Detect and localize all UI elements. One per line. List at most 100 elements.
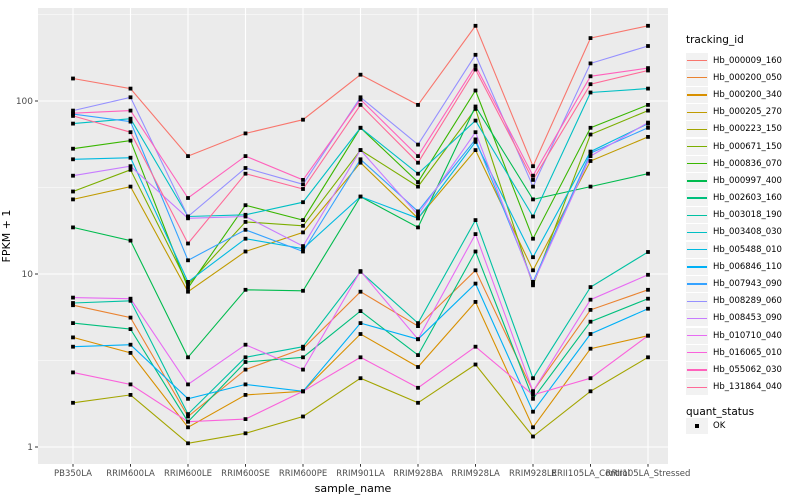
data-point-marker xyxy=(186,154,190,158)
data-point-marker xyxy=(416,184,420,189)
data-point-marker xyxy=(588,90,593,95)
legend-entry-Hb_016065_010: Hb_016065_010 xyxy=(686,344,800,361)
legend-entry-Hb_000009_160: Hb_000009_160 xyxy=(686,52,800,69)
x-tick-label: RRIM600SE xyxy=(221,469,270,479)
data-point-marker xyxy=(243,227,248,232)
legend-key-box xyxy=(686,276,708,293)
data-point-marker xyxy=(186,425,190,430)
legend-key-box xyxy=(686,418,708,435)
legend-entry-Hb_003408_030: Hb_003408_030 xyxy=(686,224,800,241)
data-point-marker xyxy=(358,97,363,102)
data-point-marker xyxy=(71,344,75,349)
data-point-marker xyxy=(301,346,305,351)
data-point-marker xyxy=(301,182,305,187)
legend-entry-label: Hb_131864_040 xyxy=(713,382,782,393)
data-point-marker xyxy=(646,108,650,113)
data-point-marker xyxy=(531,164,535,169)
legend-entry-label: Hb_000671_150 xyxy=(713,141,782,152)
data-point-marker xyxy=(473,362,478,367)
data-point-marker xyxy=(71,189,75,194)
legend-key-line-icon xyxy=(687,77,707,79)
y-tick-label: 1 xyxy=(27,443,33,453)
data-point-marker xyxy=(473,107,478,111)
data-point-marker xyxy=(531,236,535,241)
data-point-marker xyxy=(186,419,190,424)
data-point-marker xyxy=(588,389,593,394)
data-point-marker xyxy=(416,171,420,176)
data-point-marker xyxy=(243,214,248,219)
data-point-marker xyxy=(358,72,363,77)
data-point-marker xyxy=(358,157,363,162)
data-point-marker xyxy=(531,184,535,189)
data-point-marker xyxy=(531,173,535,178)
data-point-marker xyxy=(588,74,593,79)
data-point-marker xyxy=(531,178,535,182)
y-axis-title: FPKM + 1 xyxy=(0,209,13,263)
data-point-marker xyxy=(186,286,190,290)
legend-key-box xyxy=(686,258,708,275)
x-tick-label: RRIM600LA xyxy=(106,469,155,479)
data-point-marker xyxy=(71,121,75,126)
data-point-marker xyxy=(71,370,75,375)
legend-key-box xyxy=(686,52,708,69)
data-point-marker xyxy=(416,337,420,342)
data-point-marker xyxy=(243,166,248,170)
data-point-marker xyxy=(186,414,190,419)
data-point-marker xyxy=(358,103,363,107)
data-point-marker xyxy=(186,216,190,221)
data-point-marker xyxy=(243,203,248,208)
legend-title-tracking-id: tracking_id xyxy=(686,34,744,46)
legend-key-box xyxy=(686,190,708,207)
data-point-marker xyxy=(128,184,133,189)
data-point-marker xyxy=(243,154,248,158)
data-point-marker xyxy=(646,120,650,125)
legend-entry-Hb_005488_010: Hb_005488_010 xyxy=(686,241,800,258)
data-point-marker xyxy=(358,125,363,130)
legend-key-box xyxy=(686,293,708,310)
data-point-marker xyxy=(71,173,75,178)
data-point-marker xyxy=(243,417,248,421)
data-point-marker xyxy=(646,355,650,360)
legend-entry-label: Hb_007943_090 xyxy=(713,279,782,290)
legend-entry-Hb_000205_270: Hb_000205_270 xyxy=(686,104,800,121)
data-point-marker xyxy=(301,288,305,293)
legend-entry-Hb_007943_090: Hb_007943_090 xyxy=(686,275,800,293)
data-point-marker xyxy=(71,197,75,202)
data-point-marker xyxy=(588,346,593,351)
legend-entry-label: Hb_003018_190 xyxy=(713,210,782,221)
legend-entry-Hb_000997_400: Hb_000997_400 xyxy=(686,172,800,189)
legend-entry-label: Hb_000205_270 xyxy=(713,107,782,118)
data-point-marker xyxy=(588,159,593,163)
data-point-marker xyxy=(473,67,478,72)
data-point-marker xyxy=(301,223,305,228)
data-point-marker xyxy=(358,321,363,325)
data-point-marker xyxy=(71,114,75,118)
data-point-marker xyxy=(128,315,133,320)
data-point-marker xyxy=(646,103,650,107)
data-point-marker xyxy=(646,272,650,277)
data-point-marker xyxy=(646,171,650,176)
data-point-marker xyxy=(358,355,363,360)
data-point-marker xyxy=(358,376,363,381)
data-point-marker xyxy=(301,244,305,248)
data-point-marker xyxy=(531,255,535,260)
legend-key-box xyxy=(686,344,708,361)
data-point-marker xyxy=(588,332,593,336)
data-point-marker xyxy=(416,400,420,405)
data-point-marker xyxy=(646,44,650,48)
data-point-marker xyxy=(531,425,535,430)
data-point-marker xyxy=(71,335,75,340)
data-point-marker xyxy=(186,258,190,263)
data-point-marker xyxy=(128,296,133,301)
legend-entry-Hb_006846_110: Hb_006846_110 xyxy=(686,258,800,275)
data-point-marker xyxy=(243,287,248,292)
data-point-marker xyxy=(416,160,420,165)
x-tick-label: RRII105LA_Control xyxy=(551,469,630,479)
data-point-marker xyxy=(588,36,593,40)
legend-key-line-icon xyxy=(687,163,707,165)
data-point-marker xyxy=(71,111,75,116)
data-point-marker xyxy=(186,241,190,246)
data-point-marker xyxy=(186,382,190,387)
data-point-marker xyxy=(473,88,478,93)
legend-title-quant-status: quant_status xyxy=(686,405,755,418)
